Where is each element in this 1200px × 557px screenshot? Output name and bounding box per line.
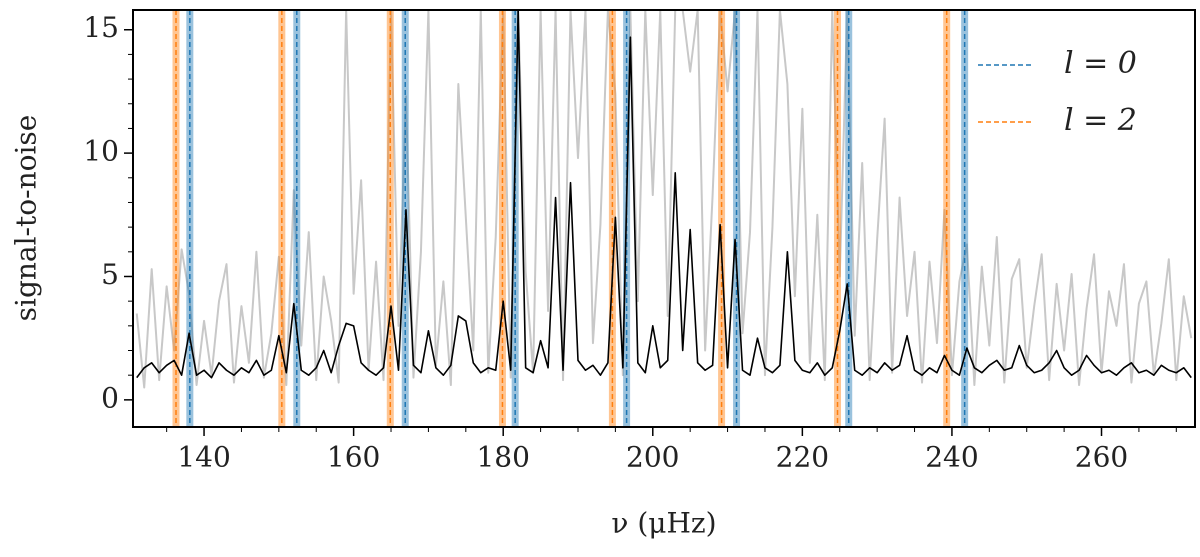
axes-frame [132,9,1196,428]
x-tick-label: 220 [776,441,829,474]
y-tick-label: 15 [83,11,119,44]
y-tick-label: 10 [83,135,119,168]
y-tick-label: 5 [101,258,119,291]
x-tick-label: 240 [925,441,978,474]
y-axis-label: signal-to-noise [10,115,43,322]
x-tick-label: 160 [327,441,380,474]
plot-area [135,10,1193,427]
x-tick-label: 180 [476,441,529,474]
x-tick-label: 200 [626,441,679,474]
y-tick-label: 0 [101,381,119,414]
legend-label: l = 0 [1064,46,1137,81]
x-axis-label: ν (μHz) [611,507,716,540]
x-tick-label: 140 [177,441,230,474]
series-line [135,10,1193,389]
axes: 140 160 180 200 220 240 260 0 5 10 15 [83,9,1196,474]
legend: l = 0 l = 2 [978,46,1137,138]
series-line [136,10,1192,379]
legend-label: l = 2 [1064,103,1137,138]
x-tick-label: 260 [1075,441,1128,474]
